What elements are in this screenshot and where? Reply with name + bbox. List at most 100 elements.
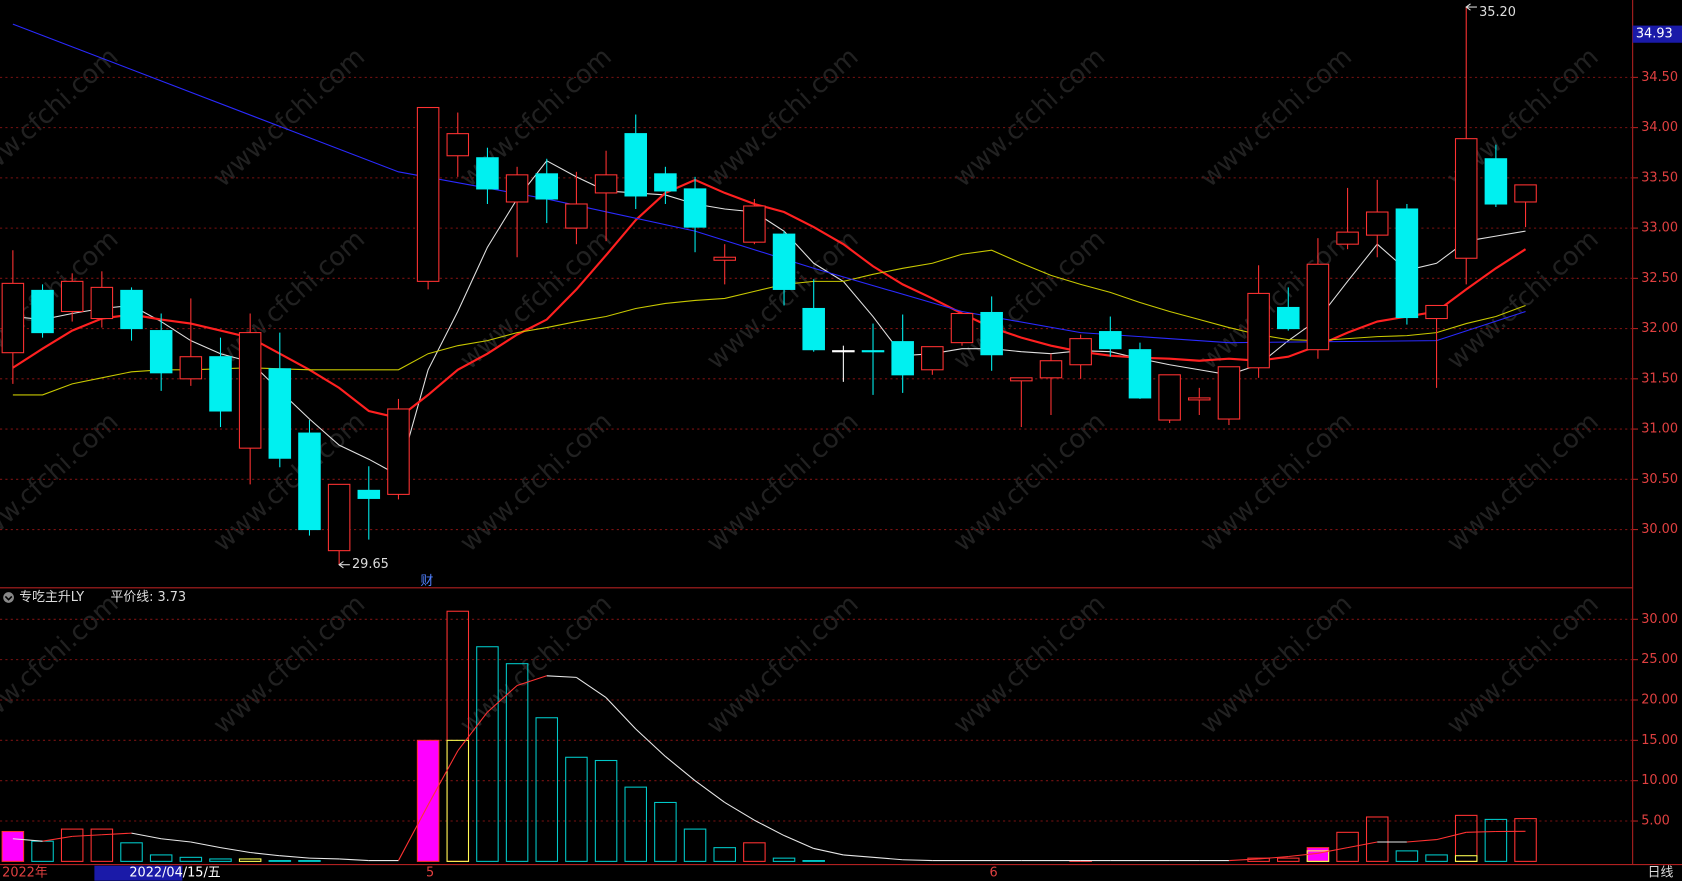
x-tick-label: 2022/04/15/五 <box>129 866 220 881</box>
y-tick-label: 30.00 <box>1641 522 1678 537</box>
indicator-line <box>754 819 785 837</box>
y-tick-label: 30.50 <box>1641 472 1678 487</box>
candle-body <box>505 174 529 203</box>
candle-body <box>268 368 292 459</box>
indicator-line <box>427 750 459 806</box>
candle-body <box>891 341 914 376</box>
indicator-title: 专吃主升LY <box>19 589 84 605</box>
bar <box>416 739 440 862</box>
candle-body <box>1395 208 1419 319</box>
indicator-line <box>635 728 666 757</box>
bar <box>1336 831 1359 862</box>
candle-body <box>149 330 173 374</box>
annotation-arrow <box>1465 3 1471 11</box>
bar <box>209 858 232 862</box>
bar <box>743 842 766 862</box>
indicator-line <box>1436 831 1467 841</box>
indicator-icon-arrow <box>4 595 13 601</box>
indicator-line <box>101 832 132 836</box>
candle-body <box>1039 360 1063 379</box>
bar <box>624 786 648 862</box>
candle-body <box>743 205 766 243</box>
candle-body <box>654 173 677 192</box>
indicator-line <box>1466 830 1496 833</box>
bar <box>476 646 499 862</box>
bar <box>60 828 84 862</box>
y-tick-label: 33.00 <box>1641 221 1678 236</box>
indicator-line <box>279 855 310 859</box>
indicator-line <box>813 847 844 856</box>
indicator-line <box>605 697 637 730</box>
candle-body <box>565 203 588 229</box>
overlay-bar <box>446 739 470 862</box>
bar <box>90 828 114 862</box>
bar <box>535 717 559 862</box>
candle-body <box>713 256 736 261</box>
annotation-label: 35.20 <box>1479 5 1516 20</box>
indicator-line <box>487 685 518 713</box>
event-marker: 财 <box>421 574 434 589</box>
indicator-line <box>72 834 102 837</box>
bar <box>268 860 292 862</box>
price-marker-box <box>1632 25 1682 43</box>
candle-body <box>120 289 143 330</box>
indicator-line <box>516 675 547 686</box>
bar <box>654 801 677 862</box>
bar <box>1395 850 1419 862</box>
candle-body <box>476 157 499 190</box>
candle-body <box>535 173 559 200</box>
indicator-line <box>576 676 607 699</box>
indicator-line <box>1347 841 1378 849</box>
indicator-line <box>12 838 43 842</box>
candle-body <box>1069 338 1092 366</box>
candle-body <box>90 286 114 320</box>
candle-body <box>1514 184 1537 203</box>
candle-body <box>802 307 825 351</box>
bar <box>505 663 529 862</box>
y-tick-label: 34.50 <box>1641 70 1678 85</box>
indicator-line <box>1258 855 1289 860</box>
y-tick-label: 34.00 <box>1641 120 1678 135</box>
candle-body <box>298 432 321 531</box>
overlay-bar <box>1454 855 1478 862</box>
indicator-line <box>546 675 577 678</box>
bar <box>683 828 707 862</box>
candle-body <box>832 350 855 353</box>
y-tick-label: 33.50 <box>1641 170 1678 185</box>
indicator-line <box>309 857 340 860</box>
bar <box>565 756 588 862</box>
indicator-line <box>339 858 369 862</box>
indicator-line <box>1406 839 1437 843</box>
indicator-line <box>220 847 251 854</box>
candle-body <box>238 332 262 449</box>
y-tick-label: 30.00 <box>1641 612 1678 627</box>
candle-body <box>1425 304 1448 320</box>
indicator-line <box>1288 852 1318 858</box>
y-tick-label: 31.00 <box>1641 422 1678 437</box>
candle-body <box>594 174 618 194</box>
period-label: 日线 <box>1648 866 1674 881</box>
candle-body <box>31 289 54 334</box>
bar <box>594 759 618 862</box>
moving-average-line <box>12 249 1526 396</box>
candle-body <box>387 408 410 495</box>
bar <box>1365 816 1389 862</box>
candle-body <box>1158 374 1181 421</box>
indicator-line <box>190 841 221 849</box>
bar <box>1277 857 1300 862</box>
candle-body <box>950 312 974 344</box>
candle-body <box>980 311 1003 356</box>
bar <box>1425 854 1448 862</box>
indicator-line <box>724 802 755 821</box>
y-tick-label: 32.00 <box>1641 321 1678 336</box>
y-tick-label: 25.00 <box>1641 652 1678 667</box>
indicator-line <box>131 832 162 840</box>
indicator-line <box>1317 847 1348 854</box>
candle-body <box>1336 231 1359 245</box>
candle-body <box>921 346 944 371</box>
moving-average-line <box>12 23 1526 344</box>
cursor-date-box <box>94 865 183 881</box>
x-tick-label: 2022年 <box>2 866 48 881</box>
